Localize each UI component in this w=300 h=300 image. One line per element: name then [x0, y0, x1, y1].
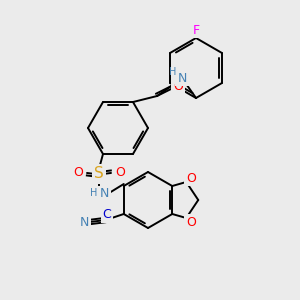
Text: H: H [90, 188, 98, 198]
Text: O: O [173, 80, 183, 92]
Text: S: S [94, 167, 104, 182]
Text: N: N [99, 188, 109, 200]
Text: N: N [80, 215, 89, 229]
Text: O: O [115, 167, 125, 179]
Text: C: C [102, 208, 111, 221]
Text: H: H [169, 67, 177, 77]
Text: O: O [186, 215, 196, 229]
Text: F: F [192, 23, 200, 37]
Text: O: O [73, 167, 83, 179]
Text: N: N [177, 71, 187, 85]
Text: O: O [186, 172, 196, 184]
